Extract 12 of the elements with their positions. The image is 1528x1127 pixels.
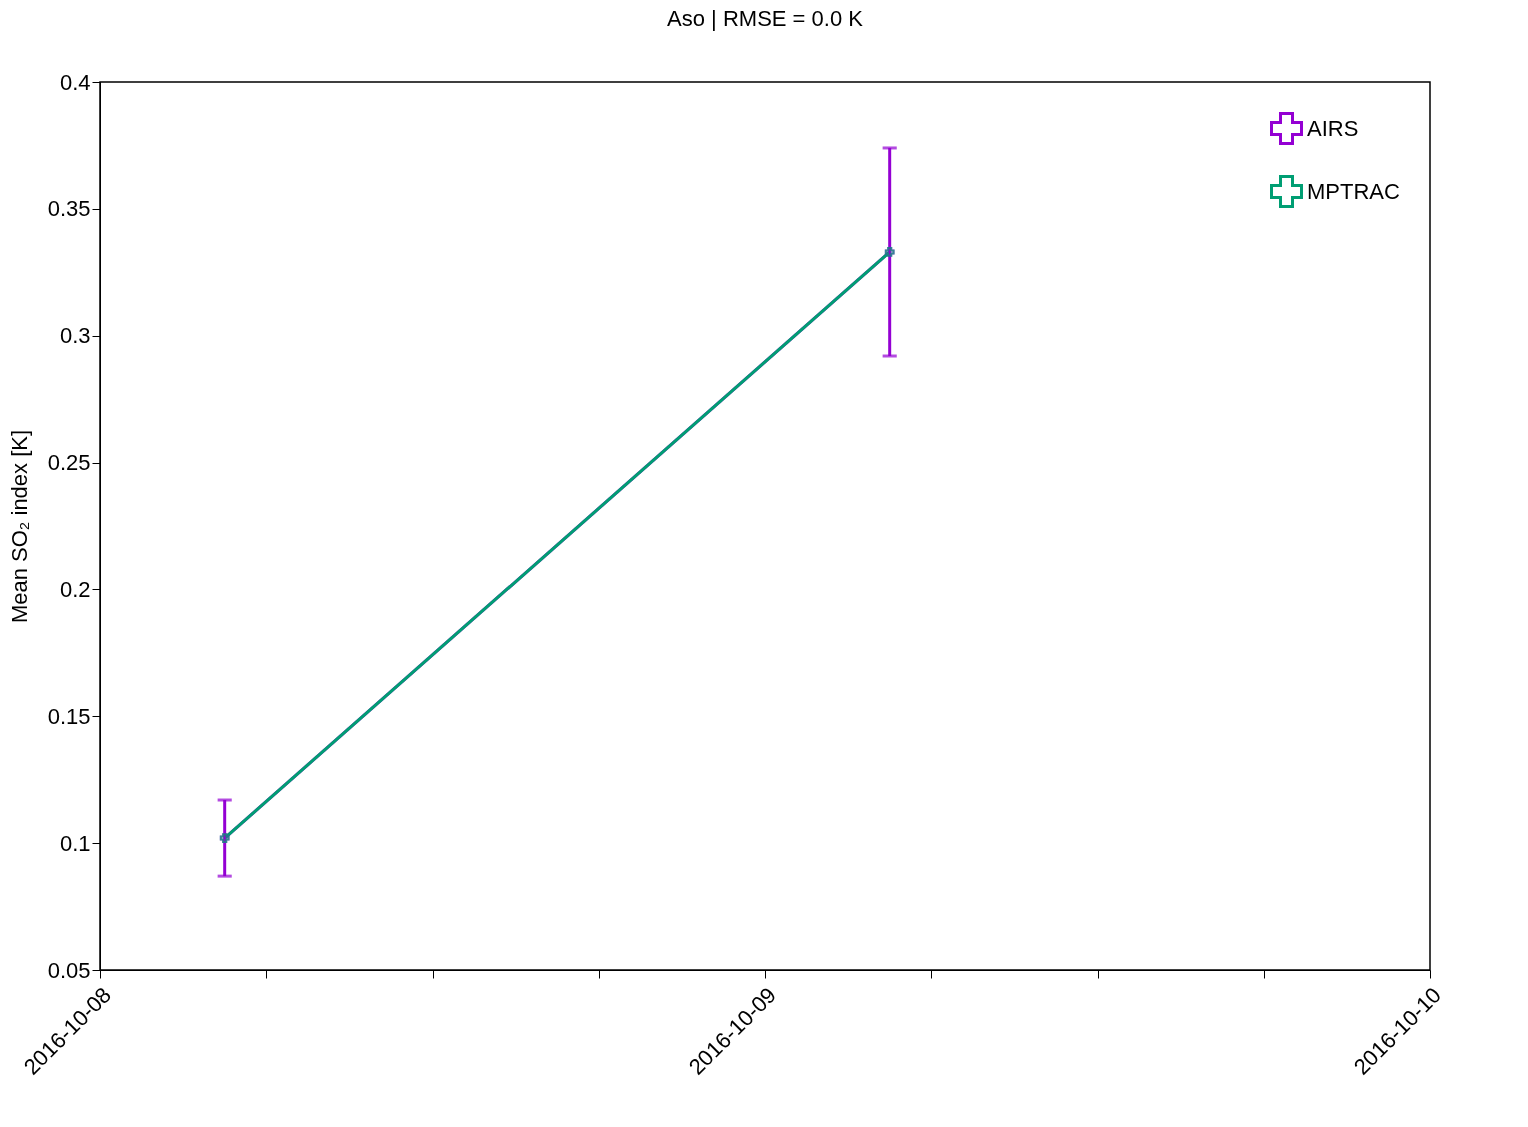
y-tick-label: 0.3 xyxy=(59,323,91,349)
legend-label: MPTRAC xyxy=(1307,178,1400,204)
y-tick-label: 0.1 xyxy=(59,830,91,856)
legend-label: AIRS xyxy=(1307,115,1359,141)
y-axis-title: Mean SO₂ index [K] xyxy=(6,429,32,624)
chart-title: Aso | RMSE = 0.0 K xyxy=(667,6,864,31)
y-tick-label: 0.35 xyxy=(47,196,91,222)
y-tick-label: 0.4 xyxy=(59,69,91,95)
y-tick-label: 0.05 xyxy=(47,957,91,983)
y-tick-label: 0.2 xyxy=(59,576,91,602)
y-tick-label: 0.25 xyxy=(47,450,91,476)
y-tick-label: 0.15 xyxy=(47,703,91,729)
